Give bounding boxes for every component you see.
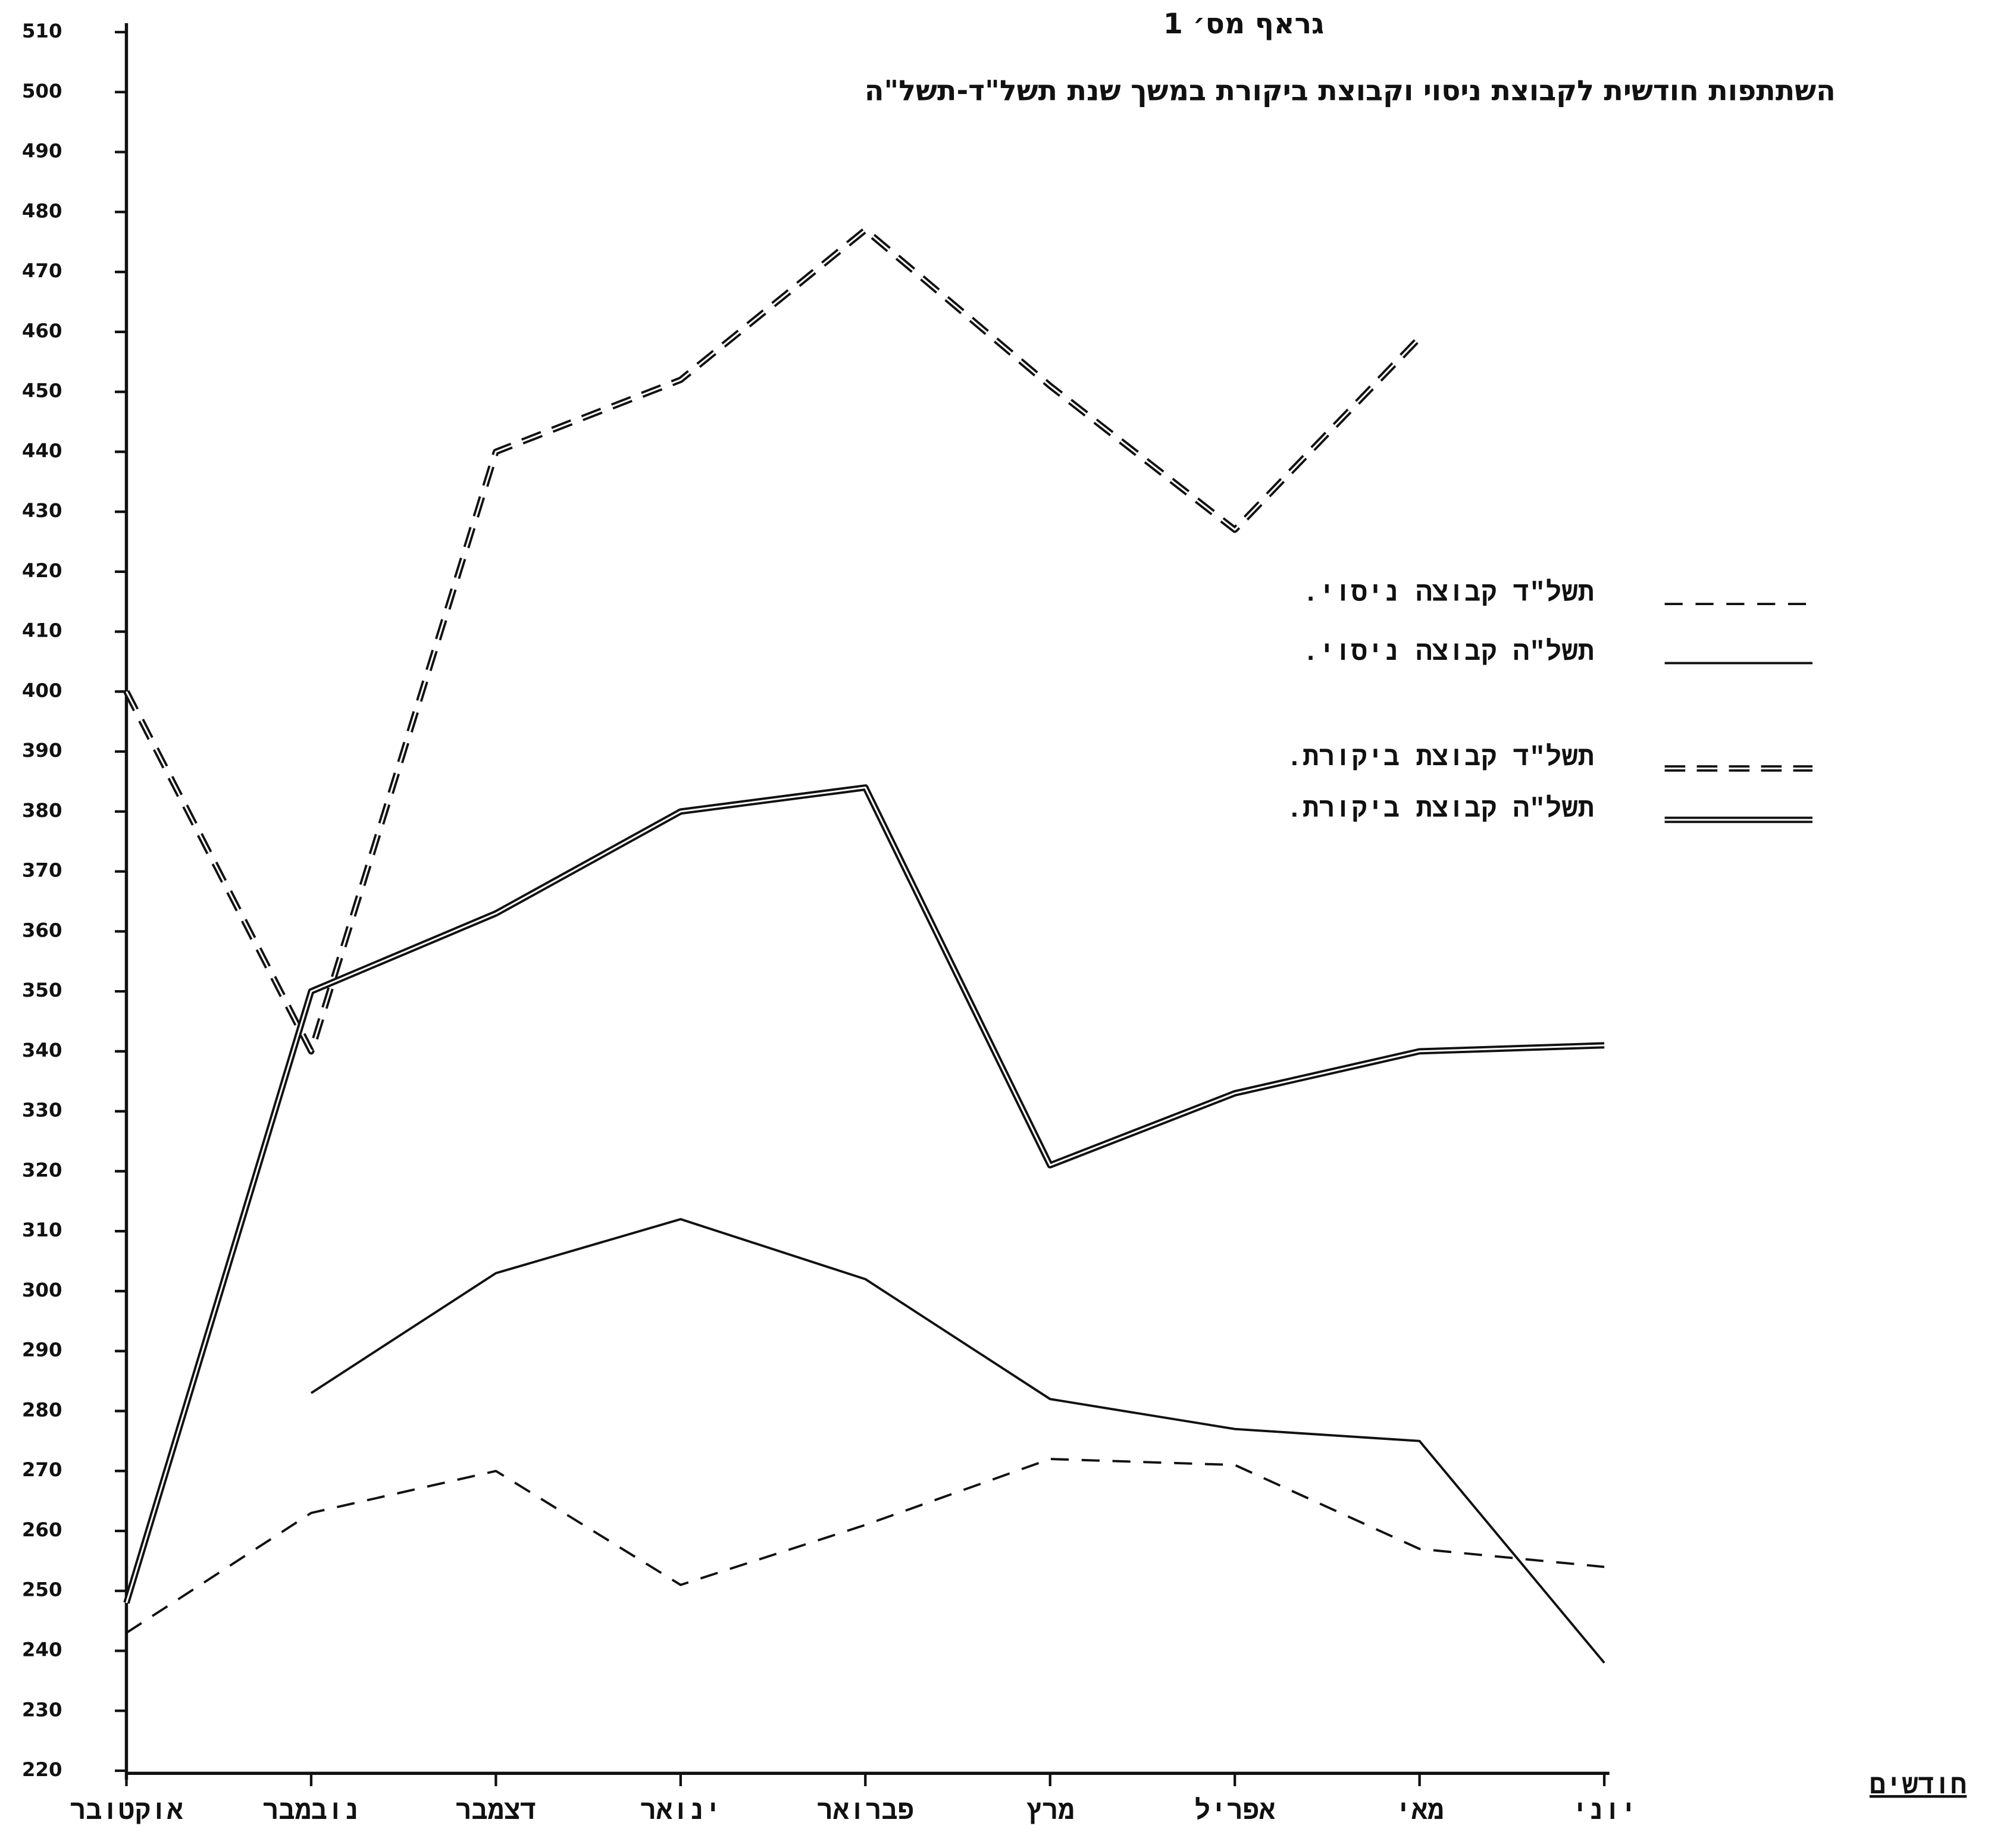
y-tick-label: 330: [22, 1099, 62, 1122]
y-tick-label: 310: [22, 1219, 62, 1241]
x-tick-label: אוקטובר: [70, 1796, 183, 1827]
series-line-inner: [126, 787, 1605, 1604]
y-tick-label: 460: [22, 320, 62, 342]
x-tick-label: מרץ: [1026, 1796, 1075, 1827]
y-tick-label: 260: [22, 1518, 62, 1541]
y-tick-label: 420: [22, 559, 62, 582]
y-tick-label: 220: [22, 1758, 62, 1781]
legend-label: תשל"ה קבוצת ביקורת.: [1286, 794, 1594, 825]
y-tick-label: 290: [22, 1339, 62, 1361]
y-tick-label: 250: [22, 1579, 62, 1601]
y-tick-label: 500: [22, 80, 62, 102]
y-tick-label: 430: [22, 499, 62, 522]
y-tick-label: 370: [22, 859, 62, 882]
y-tick-label: 400: [22, 679, 62, 702]
series-line: [126, 1458, 1605, 1634]
x-tick-label: יוני: [1572, 1796, 1637, 1827]
y-tick-label: 300: [22, 1279, 62, 1301]
y-tick-label: 340: [22, 1039, 62, 1061]
x-axis-label: חודשים: [1870, 1771, 1967, 1802]
legend-label: תשל"ד קבוצת ביקורת.: [1286, 743, 1594, 774]
y-tick-label: 510: [22, 20, 62, 42]
y-tick-label: 450: [22, 380, 62, 402]
y-tick-label: 280: [22, 1398, 62, 1421]
y-tick-label: 230: [22, 1698, 62, 1721]
series-line: [310, 1218, 1605, 1664]
series-line-inner: [126, 228, 1420, 1053]
y-tick-label: 240: [22, 1638, 62, 1661]
y-tick-label: 490: [22, 140, 62, 162]
y-tick-label: 470: [22, 259, 62, 282]
y-tick-label: 480: [22, 199, 62, 222]
y-tick-label: 360: [22, 919, 62, 941]
chart-subtitle: השתתפות חודשית לקבוצת ניסוי וקבוצת ביקור…: [865, 74, 1836, 107]
y-tick-label: 320: [22, 1158, 62, 1181]
x-tick-label: פברואר: [817, 1796, 914, 1827]
y-tick-label: 270: [22, 1458, 62, 1481]
legend-label: תשל"ד קבוצה ניסוי.: [1303, 578, 1594, 609]
x-tick-label: דצמבר: [455, 1796, 536, 1827]
x-tick-label: אפריל: [1194, 1796, 1275, 1827]
y-tick-label: 410: [22, 619, 62, 642]
y-tick-label: 440: [22, 439, 62, 462]
y-tick-label: 390: [22, 739, 62, 762]
chart-title: גראף מס׳ 1: [1163, 8, 1324, 40]
y-tick-label: 350: [22, 979, 62, 1001]
x-tick-label: ינואר: [640, 1796, 721, 1827]
y-tick-label: 380: [22, 799, 62, 822]
legend-label: תשל"ה קבוצה ניסוי.: [1303, 637, 1594, 668]
x-tick-label: נובמבר: [262, 1796, 359, 1827]
x-tick-label: מאי: [1395, 1796, 1444, 1827]
